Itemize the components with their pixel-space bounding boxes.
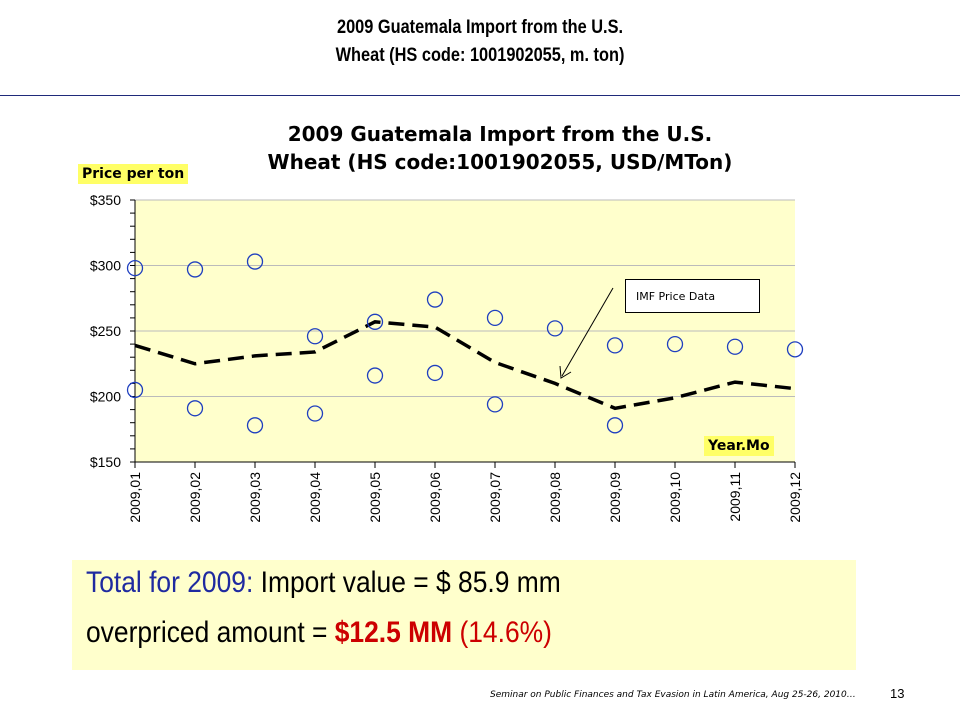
callout-arrow [561, 287, 614, 377]
data-point [186, 400, 204, 417]
data-point [366, 313, 384, 330]
x-tick-label: 2009,05 [367, 472, 383, 523]
x-axis-label: Year.Mo [704, 436, 774, 456]
data-point [246, 253, 264, 270]
data-point [426, 291, 444, 308]
data-point [126, 259, 144, 277]
slide-title-line1: 2009 Guatemala Import from the U.S. [336, 17, 624, 38]
data-point [186, 261, 204, 278]
x-tick-label: 2009,06 [427, 472, 443, 523]
slide-title: 2009 Guatemala Import from the U.S. Whea… [67, 14, 893, 70]
imf-price-line [134, 320, 796, 411]
summary-box: Total for 2009: Import value = $ 85.9 mm… [72, 560, 856, 670]
imf-callout: IMF Price Data [625, 279, 760, 313]
chart-title-line2: Wheat (HS code:1001902055, USD/MTon) [267, 150, 733, 174]
data-point [726, 338, 744, 355]
data-point [246, 417, 264, 434]
footer-text: Seminar on Public Finances and Tax Evasi… [490, 690, 856, 700]
data-point [786, 341, 804, 358]
callout-arrowhead [559, 365, 572, 379]
x-tick-label: 2009,09 [607, 472, 623, 523]
x-tick-label: 2009,11 [727, 472, 743, 522]
data-point [666, 335, 684, 353]
data-point [366, 367, 384, 384]
data-point [546, 320, 564, 337]
x-tick-label: 2009,03 [247, 472, 263, 523]
summary-import-value: Import value = $ 85.9 mm [260, 566, 561, 599]
y-tick-label: $150 [90, 454, 121, 470]
page-number: 13 [890, 686, 905, 701]
title-divider [0, 95, 960, 96]
data-point [486, 309, 504, 327]
x-tick-label: 2009,08 [547, 472, 563, 523]
x-tick-label: 2009,04 [307, 472, 323, 523]
summary-overpriced-amount: $12.5 MM [334, 616, 453, 649]
summary-overpriced-label: overpriced amount = [86, 616, 335, 649]
slide-title-line2: Wheat (HS code: 1001902055, m. ton) [335, 45, 625, 66]
summary-total-label: Total for 2009: [86, 566, 261, 599]
data-point [126, 381, 144, 399]
x-tick-label: 2009,01 [127, 472, 143, 523]
chart-title-line1: 2009 Guatemala Import from the U.S. [287, 122, 713, 146]
x-tick-label: 2009,07 [487, 472, 503, 523]
x-tick-label: 2009,12 [787, 472, 803, 523]
data-point [306, 328, 324, 345]
y-tick-label: $350 [90, 192, 121, 208]
data-point [606, 417, 624, 434]
summary-line-total: Total for 2009: Import value = $ 85.9 mm [86, 566, 561, 600]
x-tick-label: 2009,02 [187, 472, 203, 523]
data-point [606, 337, 624, 354]
data-point [306, 405, 324, 422]
x-tick-label: 2009,10 [667, 472, 683, 523]
chart-title: 2009 Guatemala Import from the U.S. Whea… [180, 120, 820, 176]
data-point [486, 396, 504, 413]
y-tick-label: $300 [90, 258, 121, 274]
y-axis-label: Price per ton [78, 164, 189, 184]
data-point [426, 364, 444, 382]
y-tick-label: $250 [90, 323, 121, 339]
y-tick-label: $200 [90, 389, 121, 405]
summary-line-overpriced: overpriced amount = $12.5 MM (14.6%) [86, 616, 552, 650]
summary-overpriced-percent: (14.6%) [452, 616, 552, 649]
